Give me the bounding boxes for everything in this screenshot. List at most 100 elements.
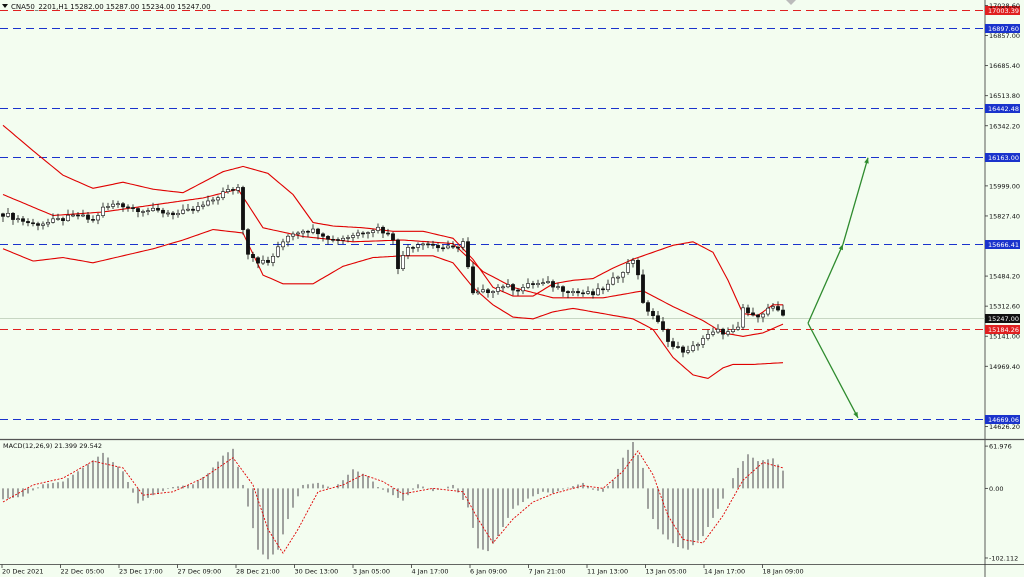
candle-body [751,312,755,316]
forecast-up-arrow [807,243,844,324]
candle [16,215,20,223]
candle-body [21,218,25,222]
candle-body [336,239,340,241]
candle [246,228,250,260]
candle-body [606,283,610,291]
candle-body [491,291,495,293]
candle-body [626,263,630,273]
candle [381,225,385,238]
candle [81,209,85,218]
candle-body [176,213,180,216]
candle-body [656,315,660,322]
candle-body [691,345,695,351]
candle [626,258,630,275]
forecast-up-arrow [842,157,869,245]
candle-body [26,221,30,224]
candle [206,195,210,207]
candle-body [211,199,215,202]
candle [531,280,535,289]
candle-body [76,214,80,217]
candle-body [291,233,295,237]
time-tick-label: 13 Jan 05:00 [646,568,687,576]
triangle-down-icon[interactable] [2,4,8,8]
chart-header[interactable]: CNA50_2201,H1 15282.00 15287.00 15234.00… [2,3,211,11]
candle-body [276,246,280,257]
candle-body [141,211,145,213]
candle [646,300,650,316]
macd-tick-label: 61.976 [989,443,1012,451]
macd-axis[interactable]: 61.976 0.00 -102.112 [985,443,1018,563]
time-tick-label: 4 Jan 17:00 [412,568,449,576]
candle-body [771,306,775,309]
time-axis[interactable]: 20 Dec 2021 22 Dec 05:00 23 Dec 17:00 27 De… [1,564,804,576]
candle-body [546,281,550,283]
candle [181,204,185,215]
candle-body [11,212,15,220]
candle-body [51,218,55,223]
candle-body [576,291,580,294]
candle-body [151,207,155,211]
candle [536,279,540,288]
candle-body [366,232,370,234]
candle-body [271,255,275,263]
candle [326,234,330,245]
candle [551,279,555,292]
time-tick-label: 28 Dec 21:00 [236,568,280,576]
candle-body [246,229,250,255]
candle [446,240,450,250]
price-tick-label: 16513.80 [989,92,1020,100]
candle-body [476,291,480,294]
candle [706,329,710,341]
candle-body [31,222,35,225]
candle-body [426,243,430,246]
candle [366,231,370,239]
candle-body [731,329,735,333]
candle [496,284,500,295]
candle [671,337,675,350]
candle-body [541,282,545,284]
chart-shift-marker-icon[interactable] [786,0,796,5]
candle [666,328,670,348]
candle-body [121,203,125,208]
candle-body [221,191,225,199]
candle-body [701,338,705,345]
candle [166,210,170,217]
candle [101,202,105,218]
candle [441,244,445,252]
macd-signal-path [2,450,784,554]
candle [61,216,65,226]
candle [261,255,265,265]
candle-body [711,331,715,335]
candle-body [501,286,505,289]
candle-body [696,344,700,347]
candle [241,185,245,235]
candle [111,200,115,210]
candle [561,285,565,297]
candle [406,244,410,260]
candle-body [216,197,220,201]
candle [586,286,590,295]
candle-body [406,247,410,256]
candle [86,211,90,223]
level-price-label: 16897.60 [988,25,1019,33]
candle-body [571,291,575,294]
candle-body [506,284,510,288]
candle-body [311,228,315,233]
candle-body [781,309,785,316]
candle [766,303,770,317]
candle [346,234,350,243]
candle-body [556,286,560,288]
candle-body [741,307,745,328]
price-pane: 17003.39 16897.60 16442.48 16163.00 15666.41… [0,2,1020,431]
candle [201,201,205,210]
candle-body [596,288,600,296]
candle-body [36,223,40,226]
candle [436,242,440,252]
candle-body [561,286,565,292]
candle [311,224,315,235]
candle [631,257,635,268]
candle-body [186,208,190,211]
macd-label: MACD(12,26,9) 21.399 29.542 [3,442,102,450]
price-axis[interactable]: 17028.60 16857.00 16685.40 16513.80 16342.20… [985,2,1020,431]
